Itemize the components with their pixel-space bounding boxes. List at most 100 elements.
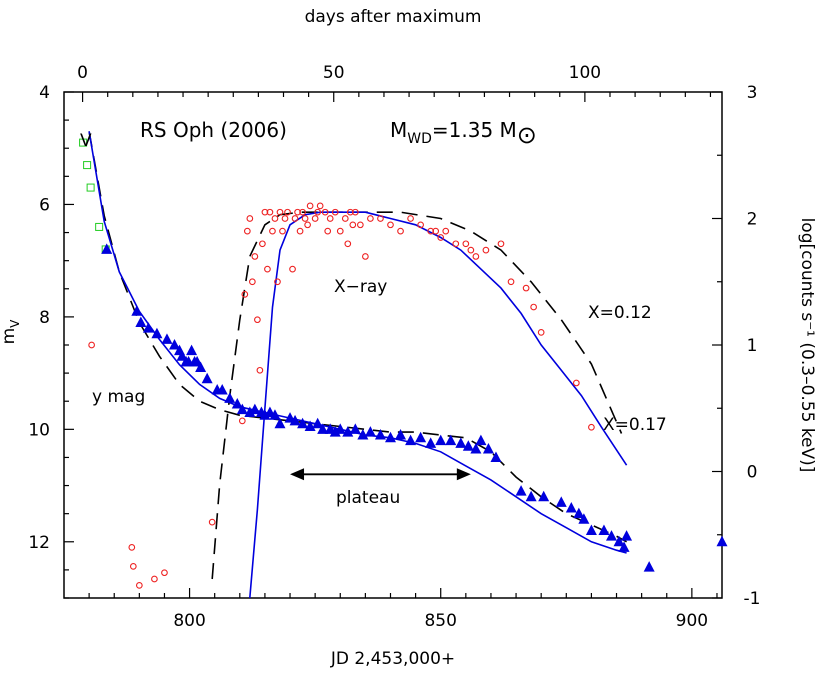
- ymag-point: [231, 398, 243, 409]
- v-label: V: [80, 131, 92, 151]
- bottom-axis-label: JD 2,453,000+: [330, 649, 455, 669]
- bottom-tick-label: 900: [676, 611, 708, 631]
- ymag-point: [538, 490, 550, 502]
- x012-label: X=0.12: [588, 303, 652, 323]
- left-tick-label: 4: [39, 83, 50, 103]
- xray-point: [254, 316, 261, 324]
- model-a-xray-line: [211, 211, 623, 580]
- ymag-point: [297, 417, 309, 429]
- ymag-point: [643, 561, 655, 572]
- left-axis-label-sub: V: [8, 319, 22, 328]
- xray-point: [271, 215, 279, 222]
- xray-point: [351, 208, 359, 216]
- ymag-point: [475, 434, 487, 446]
- ymag-point: [613, 535, 625, 547]
- ymag-point: [395, 428, 407, 440]
- xray-point: [377, 215, 384, 222]
- xray-point: [88, 341, 95, 349]
- ymag-point: [176, 350, 188, 361]
- xray-point: [452, 240, 460, 248]
- xray-point: [238, 417, 246, 425]
- ymag-point: [716, 535, 728, 547]
- v-point: [95, 222, 104, 231]
- xray-point: [442, 227, 450, 235]
- ymag-point: [565, 502, 577, 513]
- v-point: [83, 161, 92, 170]
- xray-point: [427, 227, 435, 235]
- xray-point: [537, 329, 545, 336]
- ymag-point: [364, 426, 376, 437]
- xray-point: [135, 581, 143, 589]
- ymag-point: [621, 530, 633, 541]
- xray-point: [276, 208, 284, 216]
- left-tick-label: 12: [28, 533, 50, 553]
- ymag-point: [618, 541, 630, 552]
- model-a-optical-line: [88, 131, 627, 543]
- v-point: [86, 183, 95, 192]
- xray-point: [264, 265, 271, 273]
- xray-point: [349, 221, 357, 229]
- x017-label: X=0.17: [603, 415, 667, 435]
- ymag-point: [455, 437, 467, 448]
- right-tick-label: 3: [747, 83, 758, 103]
- xray-point: [432, 227, 440, 235]
- xray-point: [306, 202, 314, 210]
- xray-point: [367, 215, 374, 222]
- xray-point: [266, 208, 274, 216]
- ymag-point: [445, 434, 457, 446]
- subtitle-sub: WD: [407, 131, 432, 147]
- ymag-label: y mag: [92, 387, 145, 407]
- ymag-point: [304, 420, 316, 432]
- top-axis-label: days after maximum: [305, 7, 482, 27]
- xray-point: [336, 227, 344, 235]
- ymag-point: [435, 434, 447, 446]
- ymag-point: [329, 426, 341, 437]
- right-axis-label: log[counts s⁻¹ (0.3–0.55 keV)]: [797, 218, 817, 473]
- left-tick-label: 10: [28, 420, 50, 440]
- ymag-point: [289, 414, 301, 426]
- ymag-point: [555, 496, 567, 507]
- ymag-point: [317, 423, 329, 434]
- ymag-point: [405, 434, 417, 446]
- xray-point: [311, 215, 319, 222]
- plot-frame: [63, 91, 723, 599]
- xray-point: [274, 278, 281, 286]
- ymag-point: [259, 409, 271, 420]
- ymag-point: [349, 423, 361, 434]
- xray-point: [341, 215, 349, 222]
- xray-point: [256, 366, 264, 374]
- plateau-label: plateau: [336, 488, 400, 508]
- xray-point: [522, 284, 530, 292]
- chart-title: RS Oph (2006): [140, 118, 287, 142]
- ymag-point: [101, 243, 113, 254]
- ymag-point: [462, 440, 474, 451]
- ymag-point: [216, 383, 228, 395]
- right-tick-label: 2: [747, 210, 758, 230]
- ymag-point: [169, 339, 181, 350]
- ymag-point: [244, 406, 256, 417]
- xray-point: [437, 234, 445, 241]
- ymag-point: [515, 485, 527, 496]
- left-axis-label: mV: [0, 319, 22, 345]
- subtitle-value: =1.35 M: [432, 118, 517, 142]
- xray-point: [129, 563, 137, 570]
- ymag-point: [334, 423, 346, 434]
- v-point: [79, 138, 88, 147]
- xray-point: [161, 569, 168, 577]
- ymag-point: [274, 417, 286, 429]
- ymag-point: [342, 426, 354, 437]
- top-tick-label: 50: [323, 63, 345, 83]
- xray-point: [289, 265, 296, 273]
- xray-point: [331, 208, 339, 216]
- right-tick-label: 0: [747, 463, 758, 483]
- subtitle-m: M: [390, 118, 407, 142]
- xray-point: [387, 221, 394, 229]
- xray-point: [346, 208, 354, 216]
- xray-point: [588, 423, 595, 431]
- ymag-point: [374, 428, 386, 440]
- xray-point: [344, 240, 352, 248]
- ymag-point: [605, 530, 617, 541]
- xray-point: [249, 278, 256, 286]
- xray-point: [208, 518, 216, 526]
